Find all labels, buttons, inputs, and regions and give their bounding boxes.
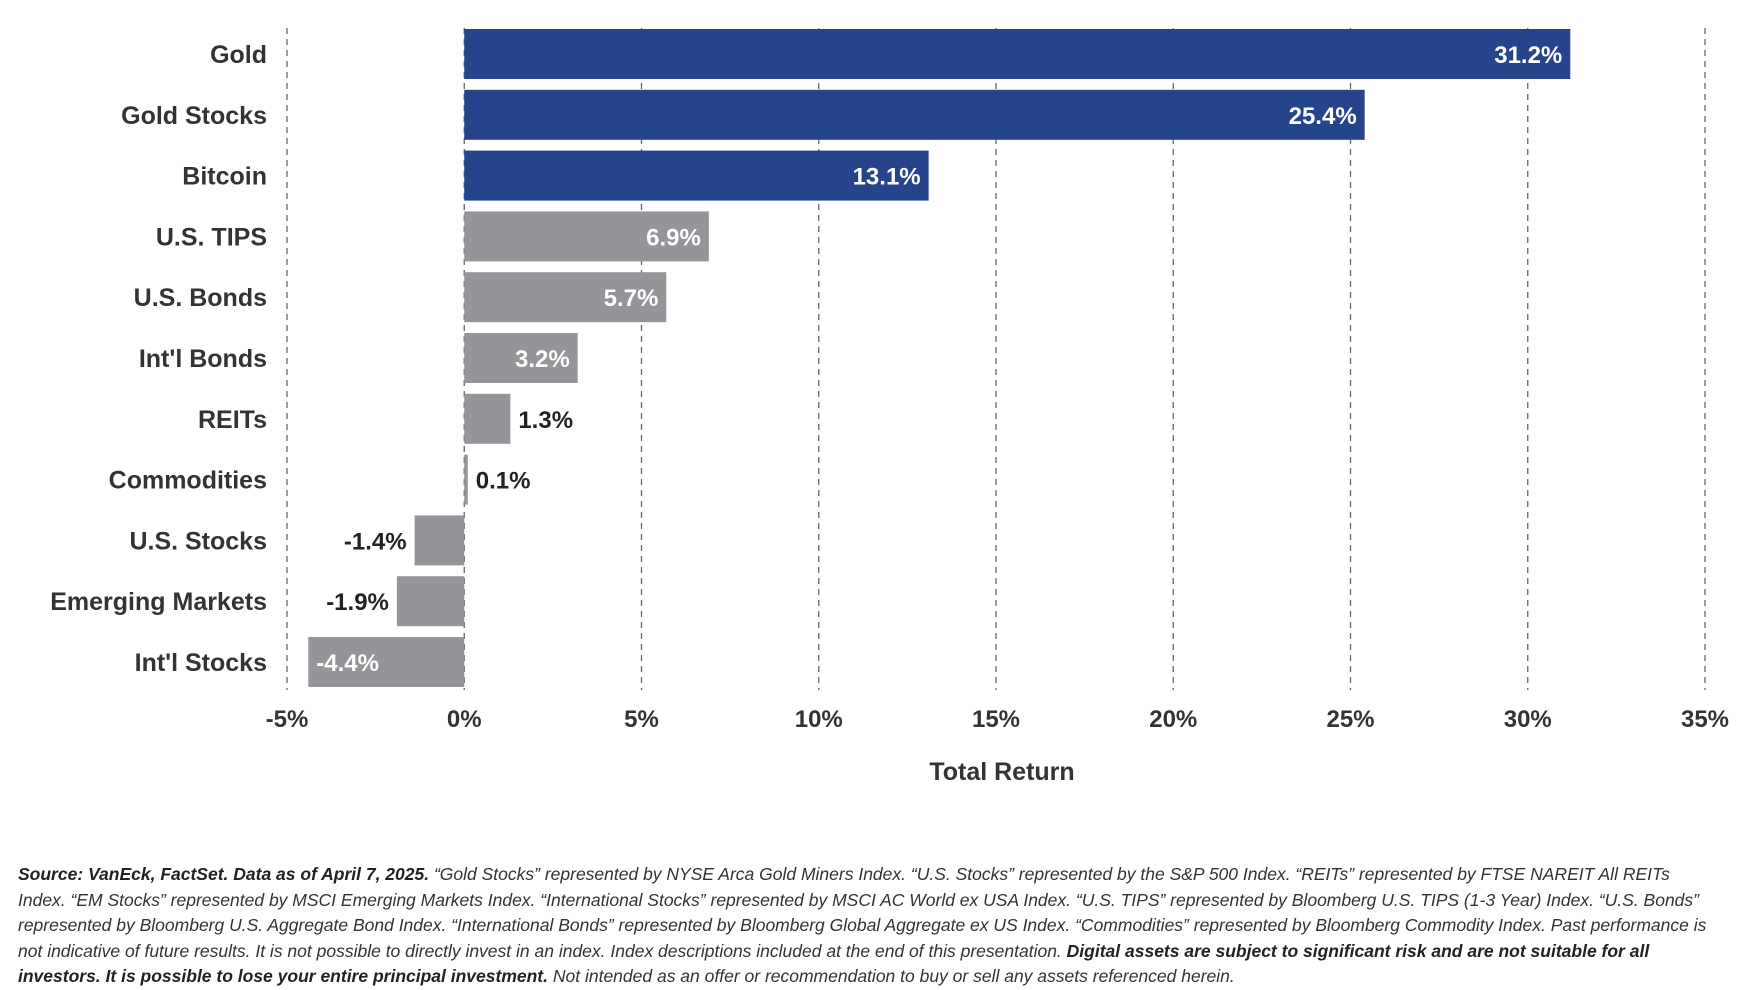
tick-label-3: 10% xyxy=(795,706,843,733)
data-label-9: -1.9% xyxy=(326,589,389,616)
bar-10 xyxy=(308,637,465,687)
category-label-8: U.S. Stocks xyxy=(129,527,267,555)
category-label-7: Commodities xyxy=(109,467,267,495)
data-label-1: 25.4% xyxy=(1289,103,1357,130)
category-labels: Gold Gold Stocks Bitcoin U.S. TIPS U.S. Bond… xyxy=(50,41,267,677)
category-label-10: Int'l Stocks xyxy=(135,649,267,677)
category-label-0: Gold xyxy=(210,41,267,69)
tick-labels: -5% 0% 5% 10% 15% 20% 25% 30% 35% xyxy=(266,706,1729,733)
data-label-4: 5.7% xyxy=(604,285,659,312)
category-label-6: REITs xyxy=(198,406,267,434)
data-label-0: 31.2% xyxy=(1494,42,1562,69)
bar-2 xyxy=(464,150,929,201)
tick-label-7: 30% xyxy=(1504,706,1552,733)
category-label-4: U.S. Bonds xyxy=(134,284,267,312)
bar-5 xyxy=(464,333,578,383)
bar-7 xyxy=(464,454,468,505)
footnote-warning: Digital assets are subject to significan… xyxy=(18,940,1650,987)
bar-6 xyxy=(464,393,511,444)
bar-3 xyxy=(464,211,709,262)
bar-4 xyxy=(464,272,667,323)
category-label-5: Int'l Bonds xyxy=(139,345,267,373)
footnote-source: Source: VanEck, FactSet. Data as of Apri… xyxy=(18,864,430,884)
tick-label-6: 25% xyxy=(1326,706,1374,733)
category-label-1: Gold Stocks xyxy=(121,102,267,130)
tick-label-0: -5% xyxy=(266,706,309,733)
tick-label-1: 0% xyxy=(447,706,482,733)
bar-9 xyxy=(396,576,465,627)
data-label-10: -4.4% xyxy=(316,650,379,677)
category-label-2: Bitcoin xyxy=(182,163,267,191)
tick-label-5: 20% xyxy=(1149,706,1197,733)
data-label-3: 6.9% xyxy=(646,224,701,251)
footnote-tail: Not intended as an offer or recommendati… xyxy=(548,966,1235,986)
footnote-body: “Gold Stocks” represented by NYSE Arca G… xyxy=(18,864,1707,961)
category-label-9: Emerging Markets xyxy=(50,588,267,616)
data-label-5: 3.2% xyxy=(515,346,570,373)
bar-8 xyxy=(414,515,465,566)
data-label-8: -1.4% xyxy=(344,528,407,555)
data-labels: 31.2% 25.4% 13.1% 6.9% 5.7% 3.2% 1.3% 0.1% -1.4%… xyxy=(316,42,1562,677)
total-return-bar-chart: Gold Gold Stocks Bitcoin U.S. TIPS U.S. Bond… xyxy=(50,28,1729,786)
footnote: Source: VanEck, FactSet. Data as of Apri… xyxy=(18,862,1718,990)
tick-label-2: 5% xyxy=(624,706,659,733)
bars xyxy=(308,29,1571,687)
category-label-3: U.S. TIPS xyxy=(156,223,267,251)
x-axis-title: Total Return xyxy=(929,758,1074,786)
data-label-6: 1.3% xyxy=(518,407,573,434)
data-label-2: 13.1% xyxy=(853,164,921,191)
tick-label-8: 35% xyxy=(1681,706,1729,733)
data-label-7: 0.1% xyxy=(476,468,531,495)
bar-0 xyxy=(464,29,1571,79)
bar-1 xyxy=(464,89,1365,140)
tick-label-4: 15% xyxy=(972,706,1020,733)
